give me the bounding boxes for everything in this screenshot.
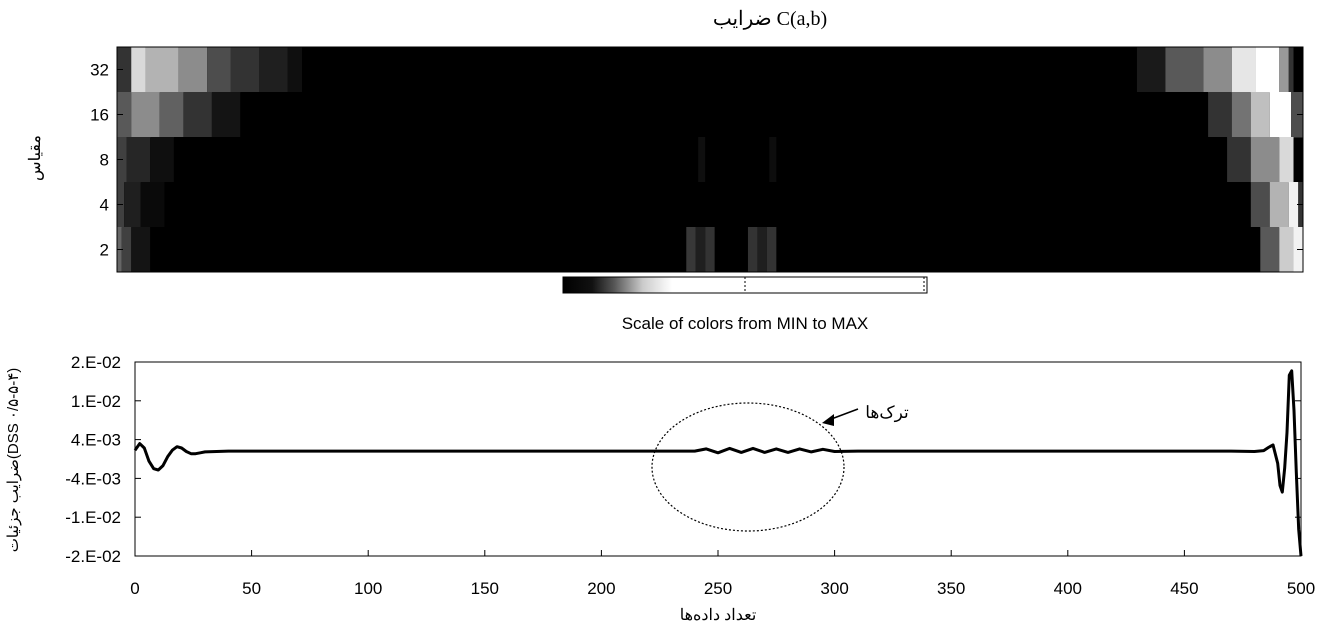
heatmap-y-tick-label: 8 xyxy=(100,151,109,170)
heatmap-cell xyxy=(121,227,132,273)
heatmap-y-tick-label: 4 xyxy=(100,196,109,215)
heatmap-cell xyxy=(1208,92,1232,138)
line-ylabel: ضرایب جزئیات(DSS ۰/۵-۵-۴) xyxy=(5,368,22,553)
heatmap-cell xyxy=(776,227,1261,273)
line-x-tick-label: 400 xyxy=(1054,579,1082,598)
heatmap-cell xyxy=(131,47,146,93)
line-y-tick-label: 2.E-02 xyxy=(71,353,121,372)
series-line xyxy=(133,369,1303,557)
cracks-ellipse xyxy=(651,402,845,532)
line-y-ticks: 2.E-02 1.E-02 4.E-03 -4.E-03 -1.E-02 -2.E-02 xyxy=(65,353,1301,566)
heatmap-cell xyxy=(1250,182,1270,228)
heatmap-y-tick-label: 32 xyxy=(90,61,109,80)
heatmap-cell xyxy=(159,92,184,138)
heatmap-cell xyxy=(705,227,715,273)
line-x-tick-label: 100 xyxy=(354,579,382,598)
heatmap-y-tick-label: 16 xyxy=(90,106,109,125)
colorbar-label: Scale of colors from MIN to MAX xyxy=(622,314,869,333)
heatmap-cell xyxy=(1279,227,1294,273)
heatmap-cell xyxy=(302,47,1137,93)
heatmap-cell xyxy=(126,137,151,183)
heatmap-ylabel: مقیاس xyxy=(27,135,44,181)
heatmap-cell xyxy=(714,227,748,273)
heatmap-cell xyxy=(1260,227,1280,273)
line-y-tick-label: 4.E-03 xyxy=(71,431,121,450)
heatmap-cell xyxy=(769,137,777,183)
heatmap-cell xyxy=(164,182,1251,228)
heatmap-cell xyxy=(757,227,767,273)
heatmap-cell xyxy=(1231,47,1256,93)
heatmap-y-tick-label: 2 xyxy=(100,241,109,260)
heatmap-cell xyxy=(1255,47,1280,93)
heatmap-cell xyxy=(747,227,758,273)
heatmap-cell xyxy=(183,92,212,138)
heatmap-cell xyxy=(150,227,687,273)
line-x-tick-label: 50 xyxy=(242,579,261,598)
heatmap-cell xyxy=(766,227,777,273)
line-x-ticks: 0 50 100 150 200 250 300 350 400 450 500 xyxy=(130,550,1315,598)
heatmap-title: ضرایب C(a,b) xyxy=(713,8,827,30)
line-xlabel: تعداد داده‌ها xyxy=(680,607,757,624)
heatmap-cell xyxy=(1231,92,1251,138)
line-x-tick-label: 500 xyxy=(1287,579,1315,598)
line-x-tick-label: 350 xyxy=(937,579,965,598)
heatmap-cell xyxy=(131,227,151,273)
heatmap-cell xyxy=(1288,47,1294,93)
heatmap-cell xyxy=(145,47,179,93)
heatmap-cell xyxy=(1250,92,1270,138)
heatmap-cell xyxy=(1165,47,1204,93)
heatmap-cell xyxy=(124,182,141,228)
line-x-tick-label: 0 xyxy=(130,579,139,598)
heatmap-cell xyxy=(150,137,174,183)
line-x-tick-label: 200 xyxy=(587,579,615,598)
heatmap-cell xyxy=(1269,182,1289,228)
heatmap-cell xyxy=(1279,47,1289,93)
line-x-tick-label: 450 xyxy=(1170,579,1198,598)
line-x-tick-label: 300 xyxy=(820,579,848,598)
heatmap-cell xyxy=(1279,137,1294,183)
heatmap-cell xyxy=(240,92,1209,138)
heatmap-cell xyxy=(1203,47,1232,93)
heatmap-cell xyxy=(230,47,260,93)
heatmap-cell xyxy=(1136,47,1166,93)
heatmap-cell xyxy=(173,137,699,183)
heatmap-y-ticks: 32 16 8 4 2 xyxy=(90,61,1303,260)
heatmap-cell xyxy=(259,47,288,93)
line-y-tick-label: 1.E-02 xyxy=(71,392,121,411)
heatmap-cell xyxy=(705,137,770,183)
heatmap-cell xyxy=(287,47,303,93)
annotation-label: ترک‌ها xyxy=(865,403,909,423)
line-y-tick-label: -2.E-02 xyxy=(65,547,121,566)
heatmap-cell xyxy=(695,227,706,273)
heatmap-cell xyxy=(1269,92,1292,138)
heatmap-cell xyxy=(207,47,231,93)
heatmap-cell xyxy=(117,92,132,138)
line-x-tick-label: 150 xyxy=(471,579,499,598)
heatmap-cell xyxy=(698,137,706,183)
heatmap-rows xyxy=(117,47,1303,273)
heatmap-cell xyxy=(686,227,696,273)
line-plot-frame xyxy=(134,361,1302,557)
heatmap-cell xyxy=(131,92,160,138)
line-y-tick-label: -1.E-02 xyxy=(65,508,121,527)
heatmap-cell xyxy=(1288,182,1299,228)
heatmap-cell xyxy=(211,92,241,138)
heatmap-cell xyxy=(140,182,165,228)
heatmap-cell xyxy=(178,47,208,93)
annotation-arrowhead xyxy=(822,414,834,426)
heatmap-cell xyxy=(776,137,1228,183)
heatmap-cell xyxy=(1250,137,1280,183)
heatmap-cell xyxy=(117,47,132,93)
line-y-tick-label: -4.E-03 xyxy=(65,469,121,488)
heatmap-cell xyxy=(1227,137,1251,183)
line-x-tick-label: 250 xyxy=(704,579,732,598)
